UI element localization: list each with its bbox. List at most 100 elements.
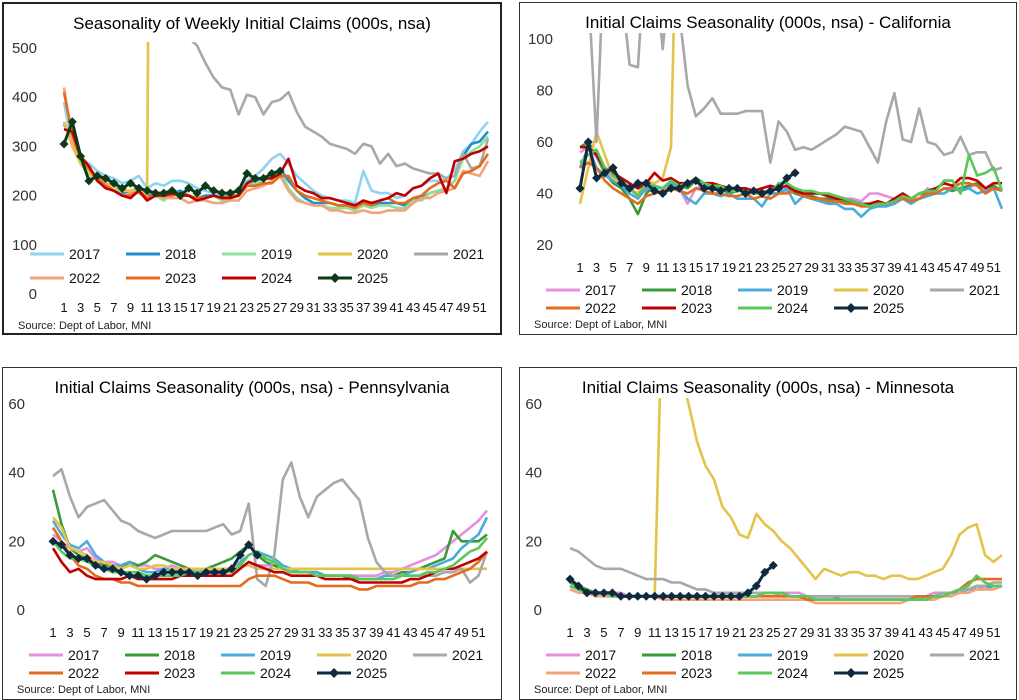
series-point-2025: [717, 591, 727, 601]
series-point-2025: [74, 554, 84, 563]
series-point-2025: [200, 181, 210, 191]
x-tick-label: 15: [689, 260, 703, 275]
x-tick-label: 5: [609, 260, 616, 275]
x-tick-label: 33: [838, 260, 852, 275]
legend-label-2025: 2025: [873, 665, 904, 681]
x-tick-label: 9: [643, 260, 650, 275]
y-tick-label: 80: [536, 83, 553, 100]
x-tick-label: 47: [953, 260, 967, 275]
series-point-2025: [150, 188, 160, 198]
series-line-2019: [51, 516, 489, 581]
x-tick-label: 35: [854, 260, 868, 275]
series-point-2025: [641, 591, 651, 601]
legend-label-2019: 2019: [777, 282, 808, 298]
series-point-2025: [210, 567, 220, 577]
x-tick-label: 41: [389, 300, 403, 315]
legend-label-2022: 2022: [69, 270, 100, 286]
series-line-2017: [62, 101, 489, 205]
series-point-2025: [275, 166, 285, 176]
chart-title: Initial Claims Seasonality (000s, nsa) -…: [585, 13, 951, 32]
x-tick-label: 37: [871, 260, 885, 275]
x-tick-label: 11: [140, 300, 154, 315]
series-point-2025: [666, 183, 676, 193]
x-tick-label: 1: [576, 260, 583, 275]
series-point-2025: [244, 540, 254, 550]
x-tick-label: 11: [131, 625, 145, 640]
x-tick-label: 17: [190, 300, 204, 315]
series-point-2025: [684, 591, 694, 601]
series-point-2025: [641, 178, 651, 188]
x-tick-label: 23: [240, 300, 254, 315]
legend-label-2018: 2018: [165, 246, 196, 262]
series-point-2025: [608, 163, 618, 173]
series-point-2025: [82, 554, 92, 563]
chart-panel-us: Seasonality of Weekly Initial Claims (00…: [2, 2, 502, 335]
x-tick-label: 5: [83, 625, 90, 640]
legend-marker-2025: [329, 668, 339, 678]
x-tick-label: 35: [339, 300, 353, 315]
x-tick-label: 33: [318, 625, 332, 640]
x-tick-label: 9: [127, 300, 134, 315]
series-point-2025: [650, 591, 660, 601]
x-tick-label: 33: [834, 625, 848, 640]
y-tick-label: 60: [525, 396, 542, 413]
source-note: Source: Dept of Labor, MNI: [534, 319, 668, 331]
x-tick-label: 11: [656, 260, 670, 275]
series-point-2025: [167, 567, 177, 577]
x-tick-label: 39: [887, 260, 901, 275]
x-tick-label: 3: [77, 300, 84, 315]
x-tick-label: 15: [681, 625, 695, 640]
x-tick-label: 19: [722, 260, 736, 275]
series-point-2025: [126, 178, 136, 188]
x-tick-label: 31: [306, 300, 320, 315]
y-tick-label: 20: [525, 533, 542, 550]
x-tick-label: 35: [851, 625, 865, 640]
x-tick-label: 29: [290, 300, 304, 315]
chart-panel-pennsylvania: Initial Claims Seasonality (000s, nsa) -…: [2, 367, 502, 700]
series-line-2024: [63, 127, 489, 207]
x-tick-label: 39: [369, 625, 383, 640]
series-point-2025: [691, 176, 701, 186]
series-point-2025: [607, 588, 617, 598]
x-tick-label: 33: [323, 300, 337, 315]
x-tick-label: 31: [817, 625, 831, 640]
x-tick-label: 21: [223, 300, 237, 315]
x-tick-label: 51: [472, 300, 486, 315]
series-point-2025: [159, 567, 169, 577]
y-tick-label: 20: [536, 237, 553, 254]
x-tick-label: 17: [705, 260, 719, 275]
legend-marker-2025: [846, 668, 856, 678]
x-tick-label: 19: [715, 625, 729, 640]
series-point-2025: [217, 188, 227, 198]
x-tick-label: 7: [617, 625, 624, 640]
x-tick-label: 41: [902, 625, 916, 640]
series-point-2025: [133, 571, 143, 581]
x-tick-label: 29: [804, 260, 818, 275]
legend-label-2021: 2021: [452, 647, 483, 663]
legend-label-2024: 2024: [260, 665, 291, 681]
series-point-2025: [699, 183, 709, 193]
series-point-2025: [590, 588, 600, 598]
x-tick-label: 7: [110, 300, 117, 315]
x-tick-label: 35: [335, 625, 349, 640]
x-tick-label: 17: [182, 625, 196, 640]
series-point-2025: [150, 571, 160, 581]
series-point-2025: [116, 567, 126, 577]
series-point-2025: [108, 564, 118, 574]
x-tick-label: 5: [94, 300, 101, 315]
x-tick-label: 27: [267, 625, 281, 640]
series-point-2025: [599, 588, 609, 598]
series-point-2025: [658, 189, 668, 198]
legend-label-2022: 2022: [585, 300, 616, 316]
series-point-2025: [749, 186, 759, 196]
x-tick-label: 21: [732, 625, 746, 640]
series-point-2025: [193, 571, 203, 581]
chart-panel-minnesota: Initial Claims Seasonality (000s, nsa) -…: [519, 367, 1017, 700]
series-point-2025: [732, 183, 742, 193]
series-point-2025: [573, 581, 583, 591]
y-tick-label: 0: [17, 602, 25, 619]
legend-label-2021: 2021: [969, 282, 1000, 298]
legend-label-2018: 2018: [681, 647, 712, 663]
legend-label-2019: 2019: [261, 246, 292, 262]
series-point-2025: [592, 173, 602, 183]
